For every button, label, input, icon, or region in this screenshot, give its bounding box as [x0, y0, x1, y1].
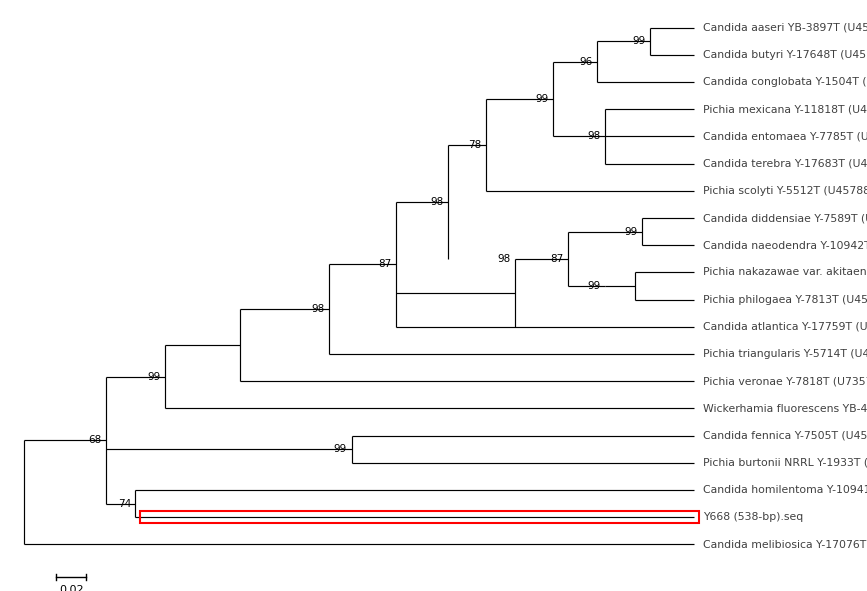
Text: Y668 (538-bp).seq: Y668 (538-bp).seq [703, 512, 804, 522]
Text: 98: 98 [311, 304, 324, 314]
Text: Candida terebra Y-17683T (U45784): Candida terebra Y-17683T (U45784) [703, 158, 867, 168]
Text: Candida melibiosica Y-17076T (U44813): Candida melibiosica Y-17076T (U44813) [703, 540, 867, 549]
Text: 98: 98 [587, 131, 601, 141]
Text: Candida atlantica Y-17759T (U45799): Candida atlantica Y-17759T (U45799) [703, 322, 867, 332]
Text: Pichia scolyti Y-5512T (U45788): Pichia scolyti Y-5512T (U45788) [703, 186, 867, 196]
Text: 98: 98 [498, 254, 511, 264]
Text: Candida homilentoma Y-10941T (U45716): Candida homilentoma Y-10941T (U45716) [703, 485, 867, 495]
Text: 99: 99 [334, 444, 347, 454]
Text: 96: 96 [580, 57, 593, 67]
Text: 99: 99 [632, 36, 645, 46]
Text: Candida entomaea Y-7785T (U45790): Candida entomaea Y-7785T (U45790) [703, 131, 867, 141]
Text: Candida fennica Y-7505T (U45715): Candida fennica Y-7505T (U45715) [703, 430, 867, 440]
Text: Candida naeodendra Y-10942T (U45759): Candida naeodendra Y-10942T (U45759) [703, 240, 867, 250]
Text: 78: 78 [468, 140, 481, 150]
Text: 99: 99 [535, 94, 548, 104]
Text: Candida aaseri YB-3897T (U45802): Candida aaseri YB-3897T (U45802) [703, 22, 867, 33]
Text: 99: 99 [587, 281, 601, 291]
Text: Wickerhamia fluorescens YB-4819T (U45719): Wickerhamia fluorescens YB-4819T (U45719… [703, 403, 867, 413]
Text: Pichia burtonii NRRL Y-1933T ( U45712).s: Pichia burtonii NRRL Y-1933T ( U45712).s [703, 457, 867, 467]
Text: 0,02: 0,02 [59, 584, 83, 591]
Text: Pichia triangularis Y-5714T (U45796): Pichia triangularis Y-5714T (U45796) [703, 349, 867, 359]
Text: 87: 87 [379, 259, 392, 269]
Text: Candida conglobata Y-1504T (U45789): Candida conglobata Y-1504T (U45789) [703, 77, 867, 87]
Text: Candida diddensiae Y-7589T (U45750): Candida diddensiae Y-7589T (U45750) [703, 213, 867, 223]
Text: Pichia veronae Y-7818T (U73576): Pichia veronae Y-7818T (U73576) [703, 376, 867, 386]
Text: 98: 98 [431, 197, 444, 207]
Text: Pichia philogaea Y-7813T (U45765): Pichia philogaea Y-7813T (U45765) [703, 294, 867, 304]
Text: Candida butyri Y-17648T (U45780): Candida butyri Y-17648T (U45780) [703, 50, 867, 60]
Text: 99: 99 [624, 226, 638, 236]
Text: 68: 68 [88, 435, 101, 445]
Text: 74: 74 [118, 499, 131, 508]
Text: Pichia nakazawae var. akitaensis Y-7904T: Pichia nakazawae var. akitaensis Y-7904T [703, 267, 867, 277]
Text: 87: 87 [550, 254, 564, 264]
Text: 99: 99 [147, 372, 160, 382]
Text: Pichia mexicana Y-11818T (U45797): Pichia mexicana Y-11818T (U45797) [703, 104, 867, 114]
